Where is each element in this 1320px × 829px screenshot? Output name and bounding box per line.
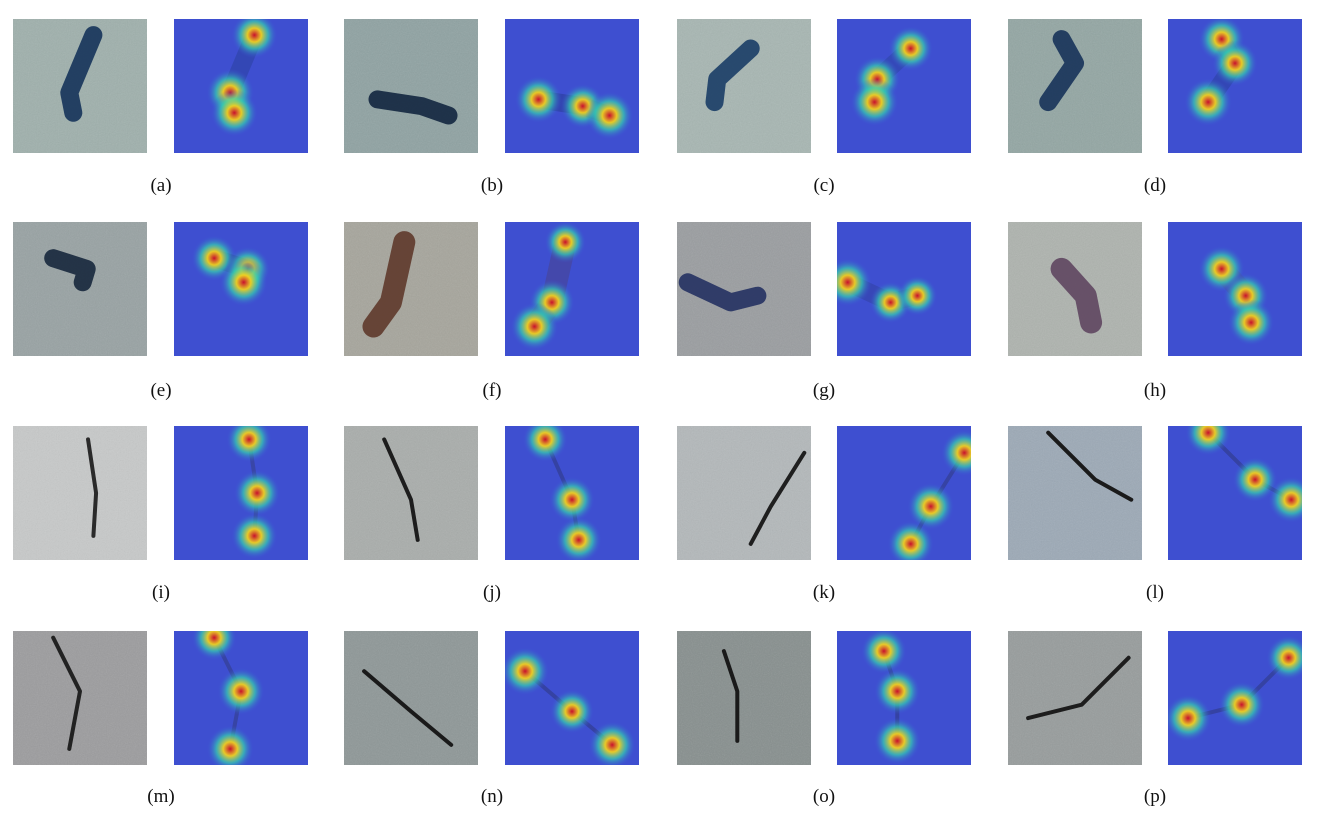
activation-hotspot: [220, 258, 268, 306]
original-image: [1008, 222, 1142, 356]
panel-label: (f): [462, 380, 522, 402]
heatmap-image: [174, 426, 308, 560]
original-image: [13, 426, 147, 560]
panel-label: (b): [462, 175, 522, 197]
heatmap-image: [174, 19, 308, 153]
activation-hotspot: [515, 76, 562, 123]
heatmap-image: [174, 631, 308, 765]
heatmap-image: [505, 222, 639, 356]
activation-hotspot: [1184, 78, 1232, 126]
original-image: [677, 426, 811, 560]
panel-label: (n): [462, 786, 522, 808]
panel-label: (i): [131, 582, 191, 604]
heatmap-image: [1168, 19, 1302, 153]
original-image: [344, 426, 478, 560]
original-image: [13, 19, 147, 153]
panel-label: (m): [131, 786, 191, 808]
original-image: [13, 631, 147, 765]
original-image: [1008, 631, 1142, 765]
panel-label: (g): [794, 380, 854, 402]
activation-hotspot: [874, 668, 920, 714]
activation-hotspot: [874, 717, 921, 764]
activation-hotspot: [1219, 682, 1265, 728]
activation-hotspot: [851, 78, 899, 126]
activation-hotspot: [1212, 40, 1258, 86]
original-image: [677, 631, 811, 765]
panel-label: (c): [794, 175, 854, 197]
activation-hotspot: [234, 470, 280, 516]
activation-hotspot: [897, 276, 937, 316]
activation-hotspot: [545, 222, 587, 263]
activation-hotspot: [211, 89, 258, 136]
heatmap-image: [837, 222, 971, 356]
heatmap-image: [505, 426, 639, 560]
heatmap-image: [837, 631, 971, 765]
original-image: [13, 222, 147, 356]
original-image: [677, 19, 811, 153]
original-image: [1008, 19, 1142, 153]
heatmap-image: [837, 19, 971, 153]
heatmap-image: [174, 222, 308, 356]
heatmap-image: [505, 19, 639, 153]
heatmap-image: [1168, 222, 1302, 356]
panel-label: (d): [1125, 175, 1185, 197]
panel-label: (j): [462, 582, 522, 604]
original-image: [677, 222, 811, 356]
panel-label: (e): [131, 380, 191, 402]
panel-label: (a): [131, 175, 191, 197]
original-image: [344, 631, 478, 765]
activation-hotspot: [1228, 299, 1274, 345]
heatmap-image: [837, 426, 971, 560]
heatmap-image: [1168, 426, 1302, 560]
panel-label: (o): [794, 786, 854, 808]
activation-hotspot: [549, 477, 595, 523]
panel-label: (k): [794, 582, 854, 604]
panel-label: (p): [1125, 786, 1185, 808]
activation-hotspot: [888, 26, 933, 71]
panel-label: (l): [1125, 582, 1185, 604]
activation-hotspot: [231, 513, 277, 559]
activation-hotspot: [217, 668, 264, 715]
original-image: [344, 19, 478, 153]
panel-label: (h): [1125, 380, 1185, 402]
activation-hotspot: [550, 689, 594, 733]
original-image: [344, 222, 478, 356]
original-image: [1008, 426, 1142, 560]
heatmap-image: [505, 631, 639, 765]
activation-hotspot: [510, 303, 558, 351]
heatmap-image: [1168, 631, 1302, 765]
activation-hotspot: [586, 91, 634, 139]
